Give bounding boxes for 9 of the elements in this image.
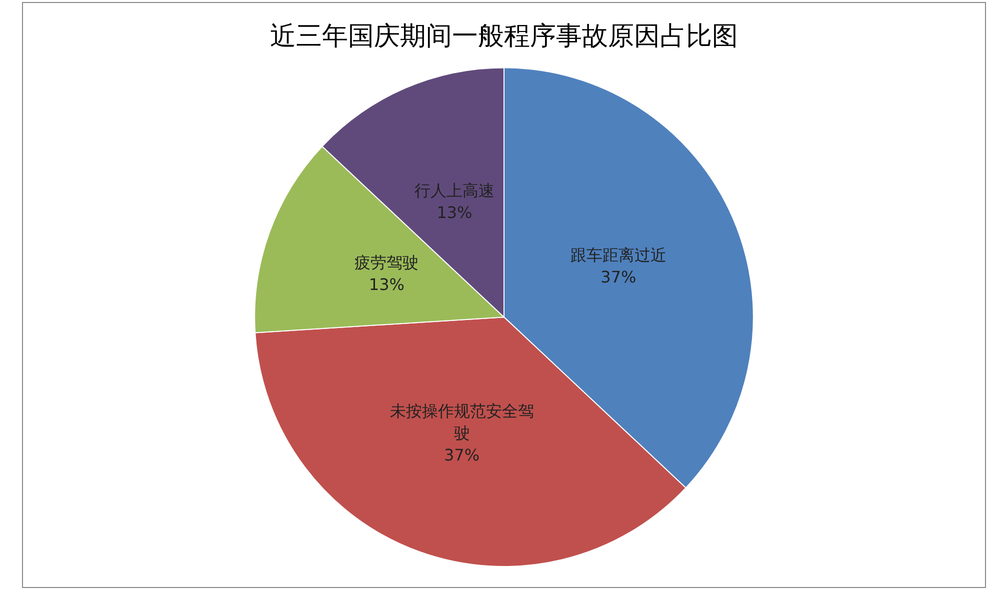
chart-title: 近三年国庆期间一般程序事故原因占比图 bbox=[270, 21, 738, 52]
data-label: 37% bbox=[600, 268, 636, 287]
slice-label: 未按操作规范安全驾驶 bbox=[390, 402, 534, 443]
data-label: 13% bbox=[436, 202, 472, 222]
data-label: 37% bbox=[444, 446, 480, 465]
slice-label: 疲劳驾驶 bbox=[354, 253, 419, 272]
slice-label: 行人上高速 bbox=[414, 180, 494, 200]
slice-label: 跟车距离过近 bbox=[570, 246, 666, 265]
data-label: 13% bbox=[368, 275, 404, 294]
